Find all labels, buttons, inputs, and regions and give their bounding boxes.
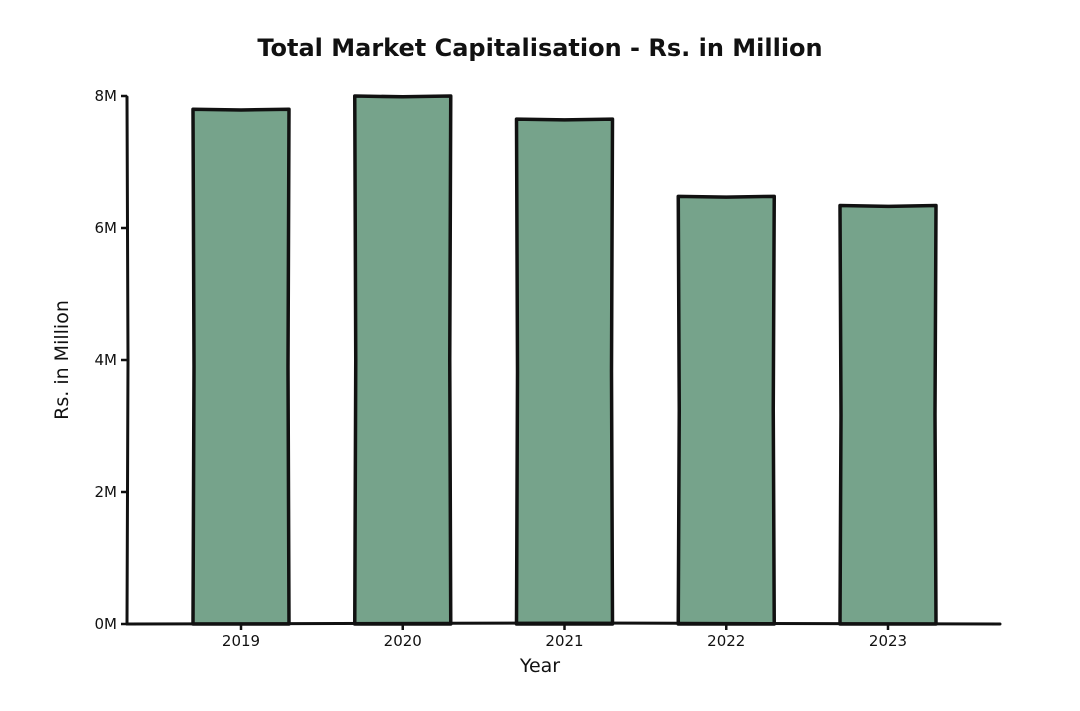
bar-2022 [676,194,776,626]
x-tick-label-2023: 2023 [869,632,907,650]
bar-2019 [191,107,291,626]
x-axis-line [125,621,1002,626]
y-tick-label-8M: 8M [95,87,118,105]
x-tick-label-2022: 2022 [707,632,745,650]
chart-title: Total Market Capitalisation - Rs. in Mil… [257,34,822,62]
y-tick-label-4M: 4M [95,351,118,369]
y-tick-label-0M: 0M [95,615,118,633]
y-tick-label-2M: 2M [95,483,118,501]
x-axis-label: Year [519,655,560,677]
bar-2023 [838,203,938,626]
y-ticks: 0M 2M 4M 6M 8M [95,87,127,633]
bar-2020 [353,94,453,626]
y-axis-label: Rs. in Million [51,300,73,420]
x-tick-label-2021: 2021 [545,632,583,650]
x-ticks: 2019 2020 2021 2022 2023 [222,624,907,650]
bars-layer [191,94,938,626]
y-tick-label-6M: 6M [95,219,118,237]
y-axis-line [125,95,130,626]
x-tick-label-2019: 2019 [222,632,260,650]
x-tick-label-2020: 2020 [384,632,422,650]
bar-2021 [514,117,615,626]
